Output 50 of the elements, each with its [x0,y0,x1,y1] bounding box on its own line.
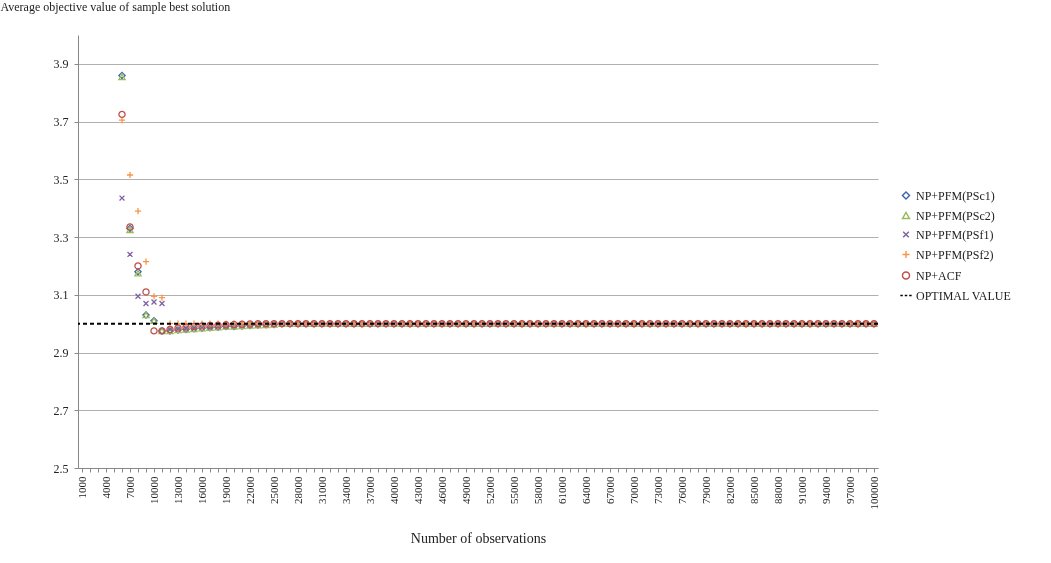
y-tick-label: 2.7 [53,403,69,418]
x-tick-label: 7000 [123,476,136,499]
x-tick-label: 94000 [819,476,832,504]
x-tick-label: 61000 [555,476,568,504]
x-tick-label: 25000 [267,476,280,504]
x-tick-label: 91000 [795,476,808,504]
y-tick-label: 2.5 [53,461,69,476]
x-tick-label: 79000 [699,476,712,504]
x-tick-label: 82000 [723,476,736,504]
x-tick-label: 37000 [363,476,376,504]
legend-label: NP+ACF [916,268,962,283]
y-tick-label: 3.1 [53,288,69,303]
x-tick-label: 73000 [651,476,664,504]
x-tick-label: 67000 [603,476,616,504]
x-tick-label: 76000 [675,476,688,504]
x-tick-label: 43000 [411,476,424,504]
x-tick-label: 70000 [627,476,640,504]
x-tick-label: 55000 [507,476,520,504]
x-tick-label: 31000 [315,476,328,504]
y-tick-label: 3.5 [53,172,69,187]
x-tick-label: 40000 [387,476,400,504]
legend-label: OPTIMAL VALUE [916,288,1011,303]
y-axis-title: Average objective value of sample best solution [0,0,231,14]
x-tick-label: 58000 [531,476,544,504]
x-tick-label: 19000 [219,476,232,504]
x-tick-label: 64000 [579,476,592,504]
x-tick-label: 88000 [771,476,784,504]
x-tick-label: 28000 [291,476,304,504]
x-tick-label: 13000 [171,476,184,504]
x-tick-label: 16000 [195,476,208,504]
legend-label: NP+PFM(PSc2) [916,208,995,223]
x-tick-label: 100000 [867,476,880,510]
x-axis-title: Number of observations [410,530,547,546]
x-tick-label: 46000 [435,476,448,504]
y-tick-label: 3.3 [53,230,69,245]
x-tick-label: 1000 [75,476,88,499]
y-tick-label: 3.9 [53,57,69,72]
legend-label: NP+PFM(PSf2) [916,247,994,262]
x-tick-label: 52000 [483,476,496,504]
x-tick-label: 97000 [843,476,856,504]
x-tick-label: 34000 [339,476,352,504]
x-tick-label: 22000 [243,476,256,504]
x-tick-label: 4000 [99,476,112,499]
legend-label: NP+PFM(PSc1) [916,188,995,203]
y-tick-label: 2.9 [53,346,69,361]
legend-label: NP+PFM(PSf1) [916,227,994,242]
x-tick-label: 85000 [747,476,760,504]
x-tick-label: 49000 [459,476,472,504]
x-tick-label: 10000 [147,476,160,504]
y-tick-label: 3.7 [53,115,69,130]
